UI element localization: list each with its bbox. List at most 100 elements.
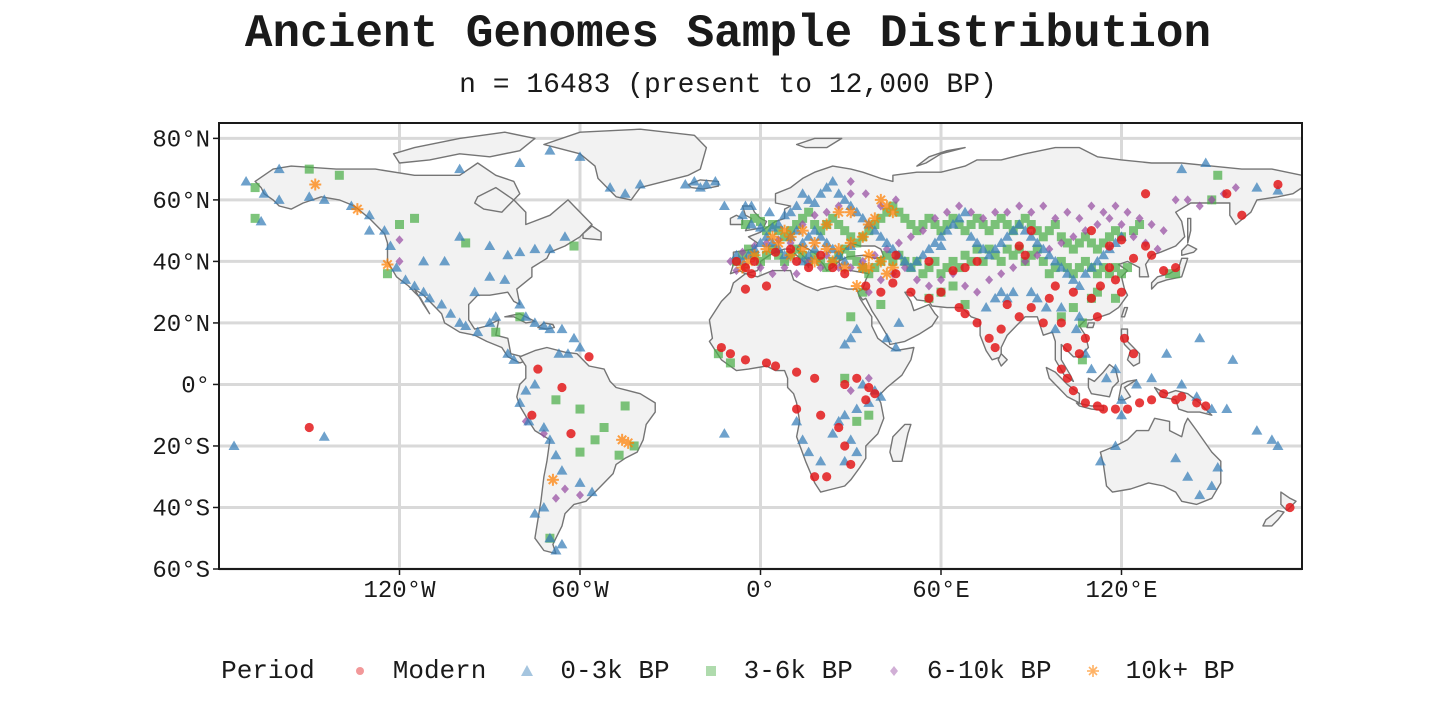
- sample-point-triangle: [1131, 378, 1143, 389]
- y-tick-label: 40°S: [152, 496, 210, 523]
- sample-point-square: [948, 213, 958, 223]
- sample-point-diamond: [991, 207, 1000, 217]
- sample-point-triangle: [490, 311, 502, 321]
- sample-point-square: [936, 226, 946, 236]
- sample-point-triangle: [764, 206, 776, 217]
- sample-point-diamond: [846, 189, 855, 199]
- sample-point-square: [762, 250, 772, 260]
- sample-point-square: [870, 263, 880, 273]
- legend-label: Modern: [392, 656, 487, 686]
- sample-point-square: [1044, 226, 1054, 236]
- sample-point-triangle: [424, 292, 436, 303]
- sample-point-triangle: [965, 231, 977, 241]
- sample-point-circle: [864, 382, 874, 393]
- sample-point-diamond: [918, 226, 927, 236]
- sample-point-square: [810, 250, 820, 260]
- sample-point-triangle: [809, 197, 821, 207]
- sample-point-circle: [749, 256, 760, 267]
- sample-point-circle: [761, 281, 772, 291]
- sample-point-circle: [731, 256, 742, 267]
- sample-point-circle: [1285, 502, 1295, 513]
- sample-point-triangle: [1025, 231, 1037, 241]
- sample-point-square: [948, 281, 958, 291]
- sample-point-triangle: [971, 237, 983, 247]
- sample-point-triangle: [550, 545, 562, 555]
- sample-point-diamond: [738, 247, 747, 257]
- sample-point-square: [614, 450, 624, 460]
- sample-point-circle: [1026, 226, 1036, 236]
- sample-point-diamond: [1081, 226, 1090, 236]
- landmass-canada-islands: [392, 131, 536, 164]
- sample-point-square: [804, 207, 814, 217]
- sample-point-circle: [888, 278, 898, 288]
- sample-point-triangle: [785, 206, 797, 217]
- landmasses: [254, 128, 1302, 555]
- sample-point-triangle: [538, 501, 550, 512]
- landmass-novaya-zemlya: [916, 146, 966, 167]
- sample-point-asterisk: [772, 236, 785, 249]
- sample-point-diamond: [846, 176, 855, 186]
- sample-point-triangle: [484, 240, 496, 251]
- sample-point-circle: [1110, 404, 1121, 414]
- sample-point-circle: [996, 324, 1006, 334]
- sample-point-circle: [1104, 262, 1115, 273]
- sample-point-square: [978, 220, 988, 230]
- sample-point-triangle: [875, 391, 887, 401]
- sample-point-square: [1117, 269, 1126, 279]
- sample-point-square: [1068, 303, 1078, 313]
- sample-point-triangle: [258, 188, 270, 198]
- sample-point-square: [1002, 244, 1012, 254]
- sample-point-square: [1092, 287, 1102, 297]
- sample-point-circle: [1014, 312, 1024, 322]
- sample-point-triangle: [273, 163, 285, 174]
- sample-point-square: [960, 226, 970, 236]
- sample-point-triangle: [508, 354, 520, 364]
- sample-point-triangle: [845, 200, 857, 211]
- sample-point-square: [725, 358, 735, 368]
- sample-point-triangle: [748, 243, 760, 254]
- x-axis-ticks: 120°W 60°W 0° 60°E 120°E: [363, 569, 1158, 605]
- sample-point-square: [382, 269, 392, 279]
- sample-point-triangle: [745, 200, 757, 211]
- sample-point-circle: [740, 355, 751, 365]
- sample-point-triangle: [523, 415, 535, 426]
- sample-point-triangle: [1091, 255, 1103, 266]
- triangle-marker-icon: [521, 665, 534, 676]
- sample-point-square: [816, 226, 826, 236]
- sample-point-asterisk: [820, 243, 833, 256]
- sample-point-circle: [1020, 250, 1030, 260]
- x-tick-label: 120°E: [1085, 578, 1157, 605]
- sample-point-triangle: [935, 240, 947, 251]
- sample-point-square: [948, 256, 958, 266]
- sample-point-square: [930, 220, 940, 230]
- sample-point-asterisk: [760, 243, 773, 256]
- sample-point-triangle: [839, 255, 851, 266]
- sample-point-square: [620, 401, 630, 411]
- sample-point-diamond: [792, 269, 801, 279]
- sample-point-diamond: [930, 213, 939, 223]
- sample-point-triangle: [1272, 440, 1284, 450]
- sample-point-triangle: [1206, 480, 1218, 490]
- sample-point-circle: [746, 269, 757, 279]
- sample-point-circle: [1222, 189, 1232, 199]
- sample-point-asterisk: [796, 224, 809, 237]
- sample-point-square: [250, 183, 260, 193]
- sample-point-square: [334, 170, 344, 180]
- sample-point-circle: [716, 342, 726, 353]
- sample-point-triangle: [439, 255, 451, 266]
- sample-point-triangle: [815, 455, 827, 466]
- sample-point-circle: [840, 379, 850, 390]
- sample-point-asterisk: [820, 218, 833, 231]
- sample-point-square: [954, 263, 964, 273]
- sample-point-circle: [1116, 287, 1127, 297]
- sample-point-triangle: [911, 255, 923, 266]
- sample-point-asterisk: [546, 473, 559, 486]
- sample-point-square: [491, 327, 501, 337]
- sample-point-triangle: [953, 212, 965, 223]
- sample-point-asterisk: [381, 258, 394, 271]
- sample-point-square: [1062, 238, 1072, 248]
- sample-point-circle: [792, 404, 802, 414]
- sample-point-circle: [891, 269, 901, 279]
- sample-point-square: [984, 226, 994, 236]
- sample-point-triangle: [821, 182, 833, 192]
